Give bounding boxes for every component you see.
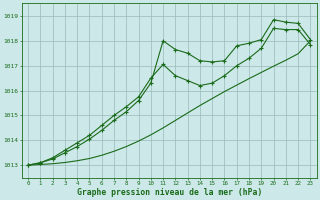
X-axis label: Graphe pression niveau de la mer (hPa): Graphe pression niveau de la mer (hPa) (76, 188, 262, 197)
